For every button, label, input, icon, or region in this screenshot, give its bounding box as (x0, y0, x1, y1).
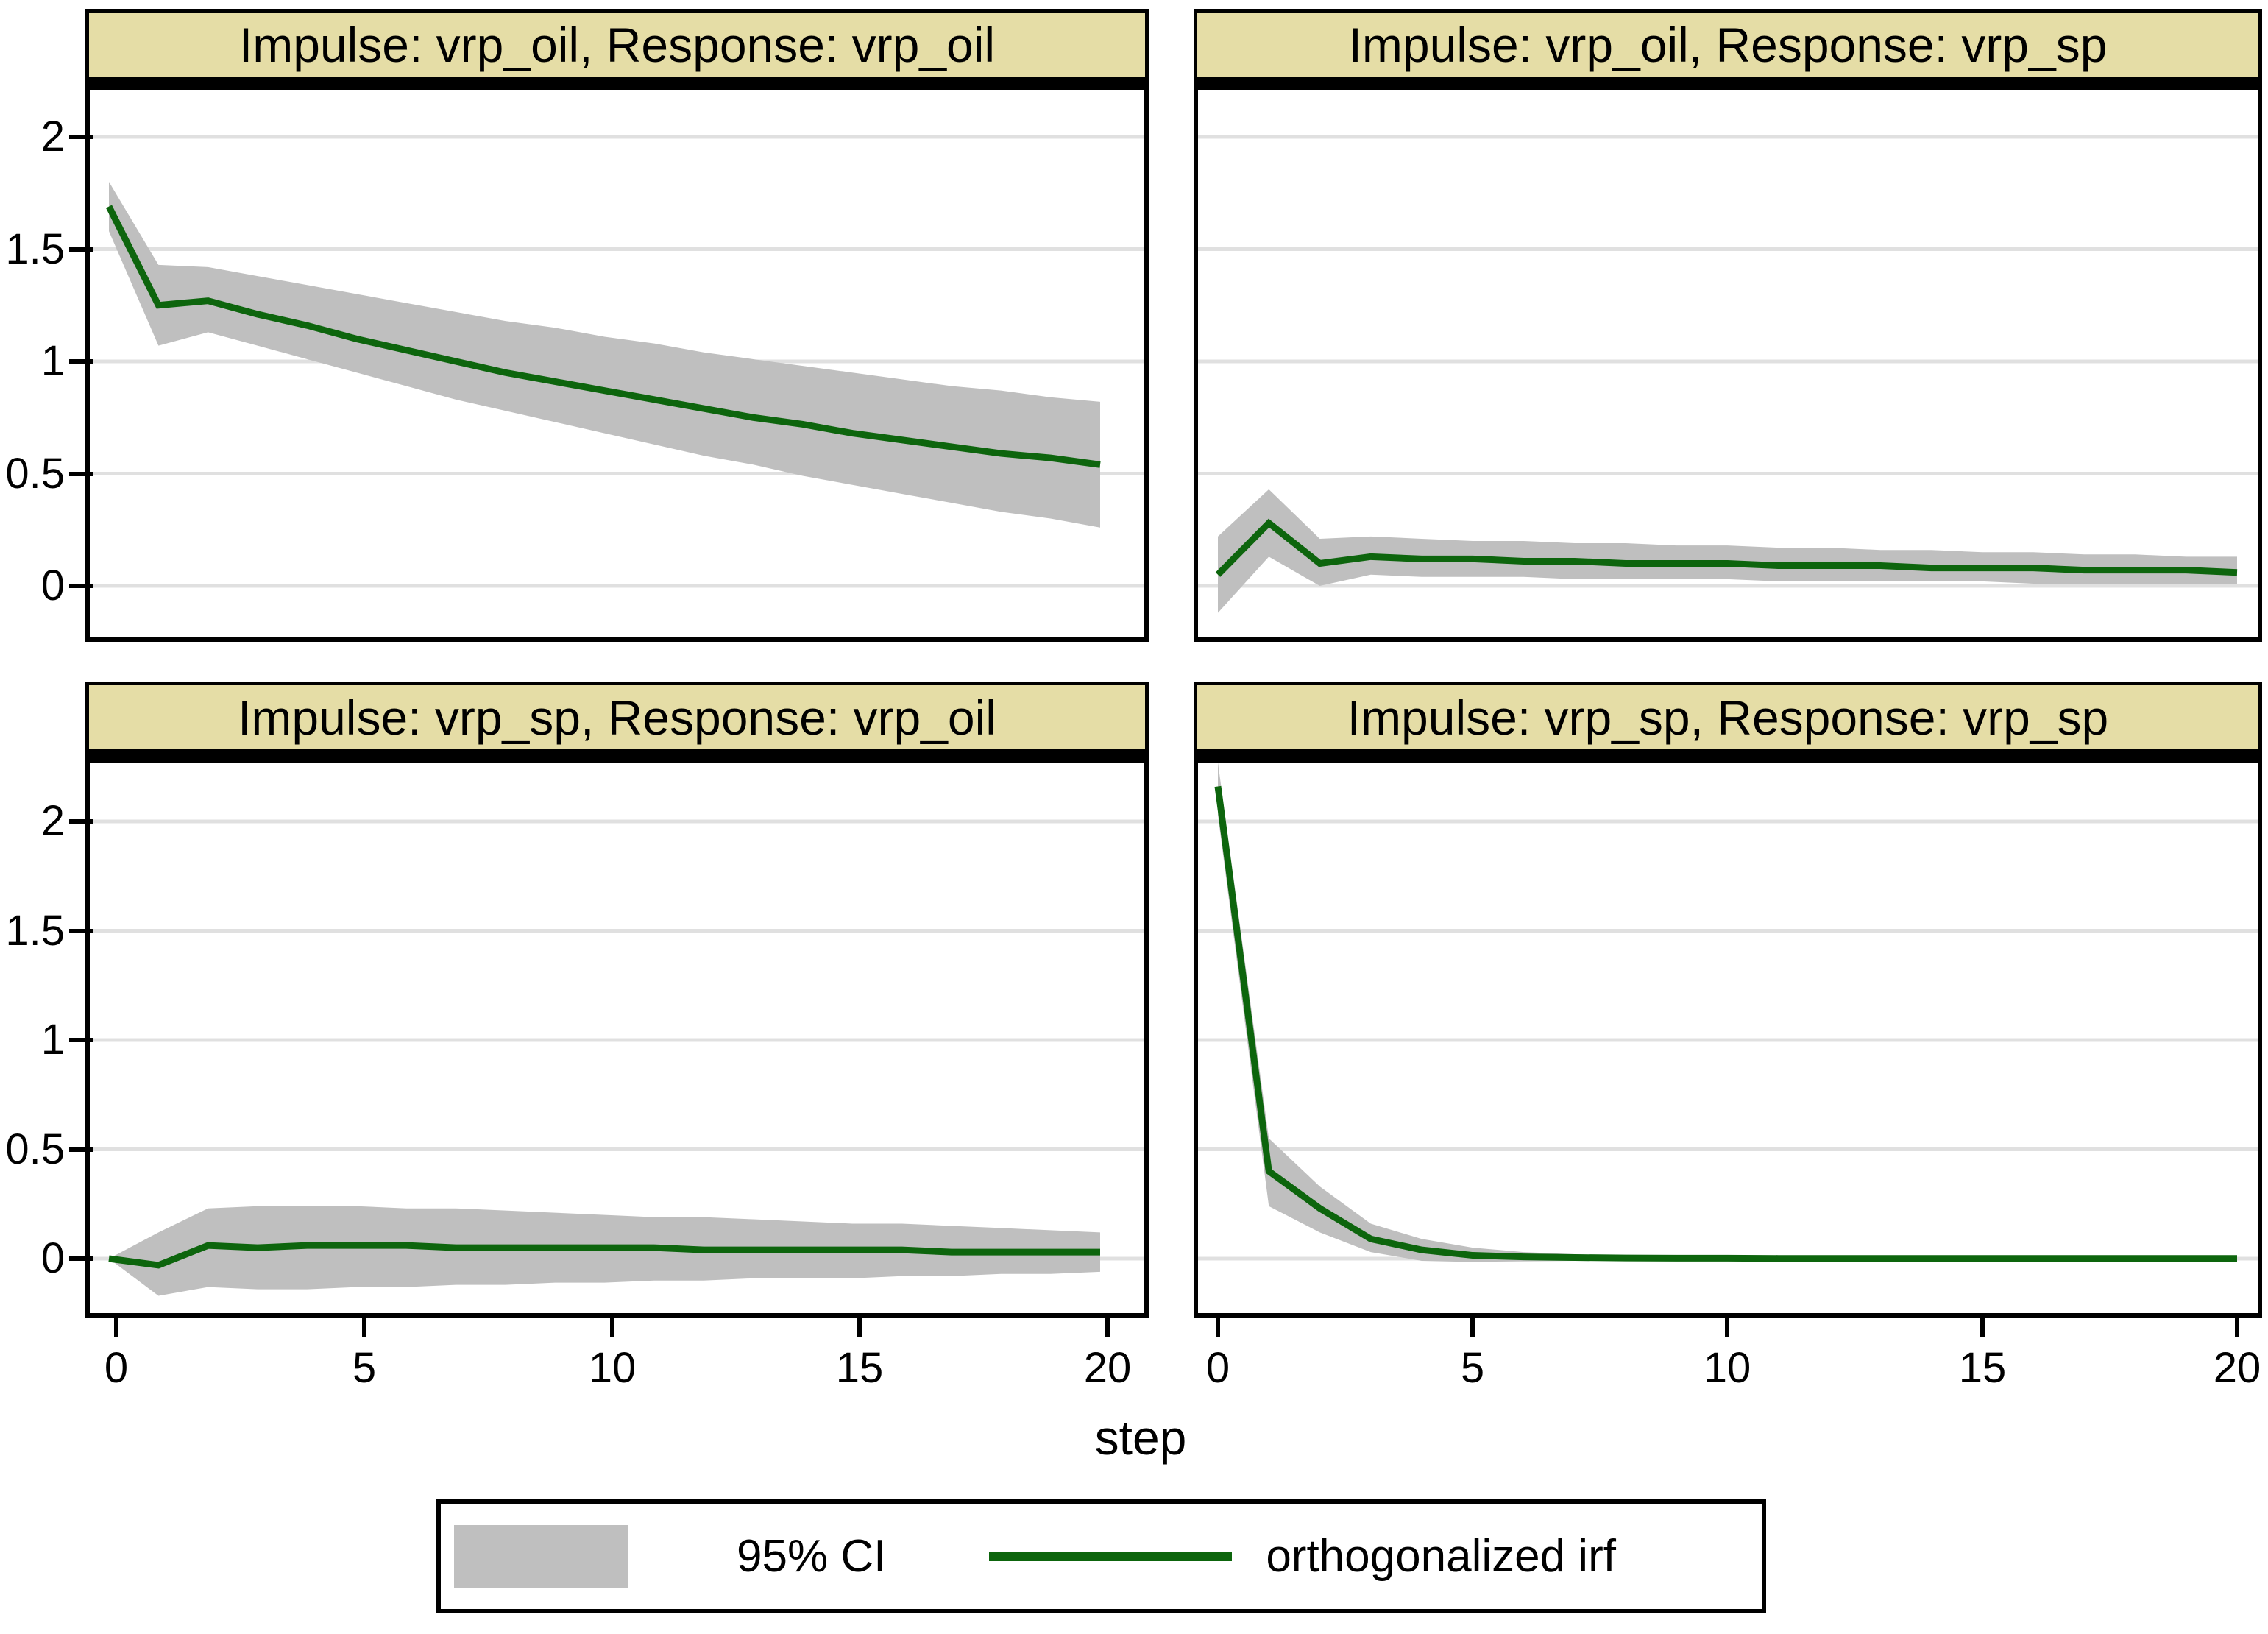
panel-title-text: Impulse: vrp_sp, Response: vrp_oil (238, 690, 996, 745)
irf-line (1214, 785, 2237, 1262)
y-axis-tick (69, 819, 93, 824)
y-axis-tick (69, 584, 93, 588)
legend-ci-label: 95% CI (737, 1530, 887, 1582)
x-axis-tick-label: 20 (1083, 1344, 1132, 1392)
x-axis-tick (114, 1318, 118, 1337)
plot-area-oil-oil (85, 85, 1149, 642)
y-axis-tick-label: 1 (40, 337, 65, 385)
chart-oil-sp (1198, 135, 2258, 613)
panel-title-oil-oil: Impulse: vrp_oil, Response: vrp_oil (85, 9, 1149, 85)
x-axis-title: step (1094, 1410, 1187, 1465)
x-axis-tick-label: 15 (835, 1344, 884, 1392)
ci-band (1218, 489, 2237, 613)
chart-sp-oil (90, 819, 1144, 1296)
x-axis-tick (1725, 1318, 1729, 1337)
y-axis-tick (69, 1147, 93, 1152)
y-axis-tick-label: 2 (40, 113, 65, 160)
y-axis-tick-label: 0.5 (5, 1125, 65, 1173)
irf-line-swatch (989, 1552, 1233, 1561)
y-axis-tick (69, 135, 93, 139)
x-axis-tick (1105, 1318, 1110, 1337)
y-axis-tick-label: 2 (40, 797, 65, 845)
panel-title-text: Impulse: vrp_oil, Response: vrp_oil (238, 17, 996, 72)
y-axis-tick (69, 472, 93, 476)
legend-irf-label: orthogonalized irf (1266, 1530, 1616, 1582)
y-axis-tick-label: 0 (40, 1234, 65, 1282)
panel-title-text: Impulse: vrp_oil, Response: vrp_sp (1348, 17, 2108, 72)
y-axis-tick-label: 1.5 (5, 907, 65, 955)
plot-area-sp-oil (85, 758, 1149, 1318)
x-axis-tick-label: 15 (1958, 1344, 2007, 1392)
chart-sp-sp (1198, 763, 2258, 1262)
x-axis-tick (2235, 1318, 2239, 1337)
irf-line (105, 205, 1101, 468)
x-axis-tick-label: 10 (588, 1344, 637, 1392)
panel-title-sp-oil: Impulse: vrp_sp, Response: vrp_oil (85, 682, 1149, 758)
ci-band (1218, 763, 2237, 1262)
x-axis-tick-label: 5 (352, 1344, 377, 1392)
y-axis-tick (69, 247, 93, 252)
y-axis-tick (69, 1256, 93, 1261)
ci-band (109, 182, 1100, 528)
plot-area-sp-sp (1194, 758, 2262, 1318)
y-axis-tick (69, 929, 93, 933)
legend: 95% CI orthogonalized irf (436, 1499, 1766, 1613)
irf-line (108, 1242, 1100, 1269)
plot-area-oil-sp (1194, 85, 2262, 642)
x-axis-tick-label: 0 (104, 1344, 129, 1392)
chart-oil-oil (90, 135, 1144, 588)
x-axis-tick-label: 5 (1460, 1344, 1485, 1392)
x-axis-tick-label: 10 (1703, 1344, 1751, 1392)
x-axis-tick (857, 1318, 862, 1337)
x-axis-tick (610, 1318, 614, 1337)
x-axis-tick-label: 20 (2213, 1344, 2261, 1392)
panel-title-sp-sp: Impulse: vrp_sp, Response: vrp_sp (1194, 682, 2262, 758)
x-axis-tick-label: 0 (1205, 1344, 1230, 1392)
y-axis-tick-label: 0 (40, 562, 65, 609)
x-axis-tick (1470, 1318, 1475, 1337)
x-axis-tick (1216, 1318, 1220, 1337)
irf-line (1215, 518, 2238, 577)
ci-band-swatch (454, 1524, 628, 1588)
y-axis-tick-label: 1 (40, 1016, 65, 1064)
y-axis-tick-label: 0.5 (5, 450, 65, 498)
panel-title-text: Impulse: vrp_sp, Response: vrp_sp (1347, 690, 2109, 745)
x-axis-tick (362, 1318, 366, 1337)
x-axis-tick (1980, 1318, 1985, 1337)
y-axis-tick (69, 1038, 93, 1042)
y-axis-tick-label: 1.5 (5, 225, 65, 273)
y-axis-tick (69, 359, 93, 364)
panel-title-oil-sp: Impulse: vrp_oil, Response: vrp_sp (1194, 9, 2262, 85)
